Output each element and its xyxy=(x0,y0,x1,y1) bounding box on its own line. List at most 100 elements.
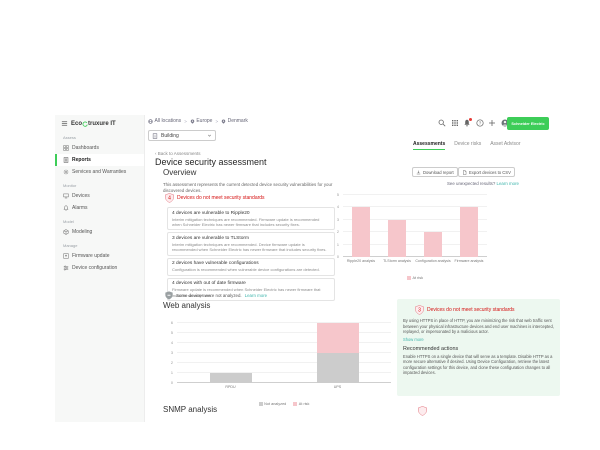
show-more-link[interactable]: Show more xyxy=(403,336,424,342)
breadcrumb-item-denmark[interactable]: Denmark xyxy=(221,118,248,124)
services-icon xyxy=(63,169,69,175)
issue-card-2-devices-have-vulnerable-configurations[interactable]: 2 devices have vulnerable configurations… xyxy=(167,257,335,276)
notifications-icon[interactable] xyxy=(463,118,472,127)
issue-list: 4 devices are vulnerable to Ripple20 Inte… xyxy=(167,207,335,303)
sidebar-item-services-and-warranties[interactable]: Services and Warranties xyxy=(55,166,144,178)
reports-icon xyxy=(63,157,69,163)
notification-badge xyxy=(469,118,472,121)
back-to-assessments-link[interactable]: ‹ Back to Assessments xyxy=(155,151,201,156)
apps-grid-icon[interactable] xyxy=(451,119,459,127)
breadcrumb-item-all-locations[interactable]: All locations xyxy=(148,118,181,124)
sidebar-item-label: Reports xyxy=(72,157,91,163)
bar-firmware-analysis xyxy=(460,195,478,257)
sidebar-item-label: Alarms xyxy=(72,205,88,211)
export-csv-label: Export devices to CSV xyxy=(469,169,511,175)
recommended-actions-text: Enable HTTPS on a single device that wil… xyxy=(403,353,553,376)
search-icon[interactable] xyxy=(438,119,446,127)
tab-bar: Assessments Device risks Asset Advisor xyxy=(413,141,521,150)
not-analyzed-learn-more-link[interactable]: Learn more xyxy=(244,293,268,298)
location-icon xyxy=(190,119,195,124)
issue-description: Interim mitigation techniques are recomm… xyxy=(172,216,320,227)
bar-rpdu xyxy=(209,323,252,383)
legend-label: At risk xyxy=(412,276,424,280)
back-link-label: Back to Assessments xyxy=(157,151,201,156)
brand-prefix: Eco xyxy=(71,120,83,127)
gridline xyxy=(343,194,487,195)
download-icon xyxy=(416,170,421,175)
gray-shield-icon xyxy=(165,291,173,300)
gridline xyxy=(177,372,391,374)
add-icon[interactable] xyxy=(488,119,496,127)
legend-swatch xyxy=(293,402,298,406)
issue-title: 3 devices are vulnerable to TLStorm xyxy=(172,235,249,241)
breadcrumb-item-europe[interactable]: Europe xyxy=(190,118,213,124)
ecostruxure-swirl-icon xyxy=(82,121,88,127)
chevron-left-icon: ‹ xyxy=(155,151,158,156)
x-axis-label: UPS xyxy=(333,385,342,389)
tab-asset-advisor[interactable]: Asset Advisor xyxy=(490,141,521,147)
y-axis-tick: 6 xyxy=(170,321,173,325)
y-axis-tick: 1 xyxy=(336,242,339,247)
export-csv-button[interactable]: Export devices to CSV xyxy=(458,167,515,177)
y-axis-tick: 3 xyxy=(336,217,339,222)
bar-slot-rpdu: RPDU xyxy=(177,323,284,389)
bar-segment-at-risk xyxy=(424,232,442,257)
overview-description: This assessment represents the current d… xyxy=(163,182,333,193)
download-report-button[interactable]: Download report xyxy=(412,167,458,177)
tab-assessments[interactable]: Assessments xyxy=(413,141,446,150)
risk-shield-icon: 4 xyxy=(165,193,174,203)
bar-segment-at-risk xyxy=(460,207,478,257)
risk-count: 4 xyxy=(168,196,171,202)
gridline xyxy=(343,231,487,233)
sidebar-item-firmware-update[interactable]: Firmware update xyxy=(55,250,144,262)
bar-tlstorm-analysis xyxy=(388,195,406,257)
issue-card-4-devices-are-vulnerable-to-ripple20[interactable]: 4 devices are vulnerable to Ripple20 Inte… xyxy=(167,207,335,231)
nav-section-assess: Assess xyxy=(63,135,76,140)
sidebar-item-device-configuration[interactable]: Device configuration xyxy=(55,262,144,274)
gridline xyxy=(343,218,487,220)
breadcrumb-label: Europe xyxy=(196,118,213,124)
tab-device-risks[interactable]: Device risks xyxy=(454,141,482,147)
legend-item-at-risk: At risk xyxy=(406,276,424,280)
web-risk-count: 3 xyxy=(418,308,421,314)
chart-bars: RPDU UPS xyxy=(177,323,391,389)
snmp-analysis-heading: SNMP analysis xyxy=(163,405,218,414)
overview-chart-y-axis: 0 1 2 3 4 5 xyxy=(331,193,340,259)
gridline xyxy=(177,382,391,383)
sidebar-item-modeling[interactable]: Modeling xyxy=(55,226,144,238)
schneider-electric-logo[interactable]: Schneider Electric xyxy=(507,117,549,130)
gridline xyxy=(177,352,391,353)
firmware-update-icon xyxy=(63,253,69,259)
y-axis-tick: 0 xyxy=(170,381,173,385)
overview-chart: 0 1 2 3 4 5 Ripple20 analysis TLStorm analysis… xyxy=(331,189,489,281)
topbar-icons: ? xyxy=(438,118,509,127)
location-filter-dropdown[interactable]: Building xyxy=(148,130,216,141)
snmp-risk-shield-icon xyxy=(418,406,427,416)
issue-title: 4 devices are vulnerable to Ripple20 xyxy=(172,210,250,216)
web-chart-y-axis: 0 1 2 3 4 5 6 xyxy=(165,321,174,385)
download-report-label: Download report xyxy=(423,169,454,175)
gridline xyxy=(343,206,487,208)
app-logo: Eco truxure IT xyxy=(71,121,116,127)
nav-section-manage: Manage xyxy=(63,243,78,248)
user-avatar-icon[interactable] xyxy=(501,119,509,127)
gridline xyxy=(343,243,487,245)
sidebar-item-devices[interactable]: Devices xyxy=(55,190,144,202)
help-icon[interactable]: ? xyxy=(475,119,484,127)
issue-card-3-devices-are-vulnerable-to-tlstorm[interactable]: 3 devices are vulnerable to TLStorm Inter… xyxy=(167,232,335,256)
gridline xyxy=(177,332,391,333)
menu-icon[interactable] xyxy=(61,120,68,127)
sidebar-item-reports[interactable]: Reports xyxy=(55,154,144,166)
overview-risk-link[interactable]: Devices do not meet security standards xyxy=(177,195,265,201)
bar-segment-at-risk xyxy=(316,323,359,353)
learn-more-link[interactable]: Learn more xyxy=(496,181,519,186)
gridline xyxy=(177,322,391,323)
sidebar-item-dashboards[interactable]: Dashboards xyxy=(55,142,144,154)
sidebar-item-alarms[interactable]: Alarms xyxy=(55,202,144,214)
bar-slot-firmware-analysis: Firmware analysis xyxy=(451,195,487,263)
issue-card-4-devices-with-out-of-date-firmware[interactable]: 4 devices with out of date firmware Firmw… xyxy=(167,277,335,302)
web-risk-link[interactable]: Devices do not meet security standards xyxy=(427,307,515,313)
bar-segment-not-analyzed xyxy=(209,373,252,383)
breadcrumb-separator: > xyxy=(215,118,219,124)
issue-title: 4 devices with out of date firmware xyxy=(172,281,246,287)
